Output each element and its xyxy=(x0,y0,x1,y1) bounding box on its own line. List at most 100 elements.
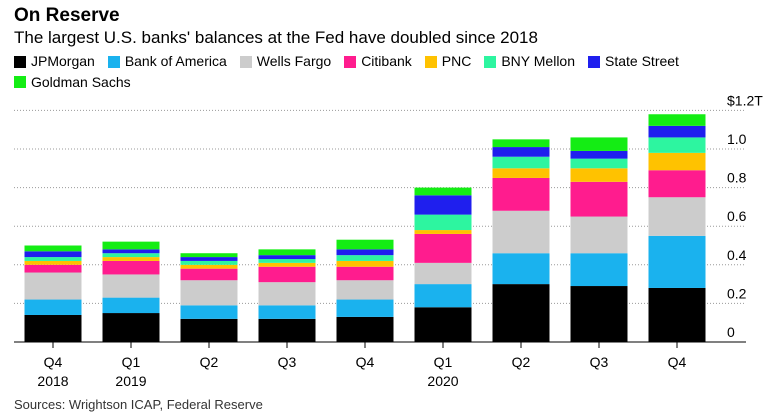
bar-segment xyxy=(102,297,160,314)
y-tick-label: $1.2T xyxy=(727,92,763,108)
bar-segment xyxy=(492,210,550,254)
bar-segment xyxy=(24,251,82,258)
bar-segment xyxy=(648,197,706,236)
bar-segment xyxy=(24,260,82,265)
bar-segment xyxy=(648,114,706,126)
bar-segment xyxy=(570,181,628,217)
legend-label: JPMorgan xyxy=(31,53,95,69)
x-tick-label: Q1 xyxy=(122,354,141,370)
x-tick-label: Q2 xyxy=(200,354,219,370)
bar-segment xyxy=(336,249,394,256)
bar-segment xyxy=(414,233,472,263)
bar-segment xyxy=(180,268,238,281)
x-tick-label: Q4 xyxy=(668,354,687,370)
bar-segment xyxy=(492,253,550,285)
bar-segment xyxy=(648,137,706,153)
bar-segment xyxy=(648,152,706,171)
bar-segment xyxy=(492,284,550,342)
bar-segment xyxy=(570,286,628,342)
y-tick-label: 0.2 xyxy=(727,285,747,301)
bar-segment xyxy=(336,299,394,317)
legend-item: State Street xyxy=(588,52,679,71)
bar-segment xyxy=(648,125,706,138)
y-tick-label: 0.8 xyxy=(727,170,747,186)
bar-segment xyxy=(180,260,238,265)
bar-segment xyxy=(570,137,628,151)
bar-segment xyxy=(414,214,472,231)
bar-segment xyxy=(414,187,472,196)
legend-item: Goldman Sachs xyxy=(14,73,131,92)
bar-segment xyxy=(102,257,160,261)
x-tick-label: 2019 xyxy=(115,373,146,388)
bar-segment xyxy=(492,156,550,169)
bar-segment xyxy=(414,195,472,215)
bar-segment xyxy=(102,249,160,254)
legend-swatch xyxy=(344,55,357,68)
legend-label: Bank of America xyxy=(124,53,227,69)
bar-segment xyxy=(24,245,82,252)
y-tick-label: 1.0 xyxy=(727,131,747,147)
bar-segment xyxy=(648,170,706,198)
legend-label: PNC xyxy=(441,53,472,69)
bar-segment xyxy=(102,313,160,342)
bar-segment xyxy=(102,241,160,250)
chart-legend: JPMorgan Bank of America Wells Fargo Citiba… xyxy=(14,52,714,93)
bar-segment xyxy=(492,168,550,178)
legend-item: PNC xyxy=(424,52,472,71)
bar-segment xyxy=(102,260,160,275)
bar-segment xyxy=(648,287,706,342)
y-tick-label: 0.6 xyxy=(727,208,747,224)
legend-label: State Street xyxy=(605,53,679,69)
bar-segment xyxy=(414,262,472,285)
legend-label: Citibank xyxy=(361,53,412,69)
y-tick-label: 0.4 xyxy=(727,247,747,263)
source-note: Sources: Wrightson ICAP, Federal Reserve xyxy=(14,397,263,412)
legend-label: BNY Mellon xyxy=(501,53,576,69)
bar-segment xyxy=(24,257,82,261)
x-tick-label: Q2 xyxy=(512,354,531,370)
bar-segment xyxy=(180,305,238,319)
bar-segment xyxy=(570,216,628,254)
bar-segment xyxy=(648,235,706,288)
x-tick-label: Q4 xyxy=(356,354,375,370)
legend-item: BNY Mellon xyxy=(484,52,575,71)
x-tick-label: 2018 xyxy=(37,373,68,388)
bar-segment xyxy=(180,264,238,269)
bar-segment xyxy=(258,255,316,260)
legend-item: JPMorgan xyxy=(14,52,95,71)
legend-item: Wells Fargo xyxy=(239,52,331,71)
bar-segment xyxy=(180,280,238,306)
bar-segment xyxy=(258,282,316,306)
bar-segment xyxy=(336,316,394,342)
legend-item: Bank of America xyxy=(107,52,227,71)
legend-swatch xyxy=(588,55,601,68)
bar-segment xyxy=(570,158,628,169)
bar-segment xyxy=(570,168,628,182)
bar-segment xyxy=(570,150,628,159)
bar-segment xyxy=(258,305,316,319)
bar-segment xyxy=(414,230,472,234)
bar-segment xyxy=(336,239,394,250)
legend-swatch xyxy=(14,55,26,68)
bar-segment xyxy=(414,284,472,308)
bar-segment xyxy=(258,266,316,283)
legend-swatch xyxy=(107,55,120,68)
x-tick-label: Q4 xyxy=(44,354,63,370)
bar-segment xyxy=(180,257,238,261)
bar-segment xyxy=(492,139,550,148)
bar-segment xyxy=(24,264,82,273)
bar-segment xyxy=(336,280,394,300)
legend-label: Goldman Sachs xyxy=(31,73,131,90)
legend-swatch xyxy=(424,55,437,68)
y-tick-label: 0 xyxy=(727,324,735,340)
bar-segment xyxy=(102,253,160,258)
bar-segment xyxy=(24,314,82,342)
bar-segment xyxy=(336,266,394,281)
legend-swatch xyxy=(484,55,497,68)
bar-segment xyxy=(180,318,238,342)
bar-segment xyxy=(258,318,316,342)
bar-segment xyxy=(258,249,316,256)
bar-segment xyxy=(414,307,472,342)
legend-swatch xyxy=(14,76,26,88)
bar-segment xyxy=(336,255,394,261)
